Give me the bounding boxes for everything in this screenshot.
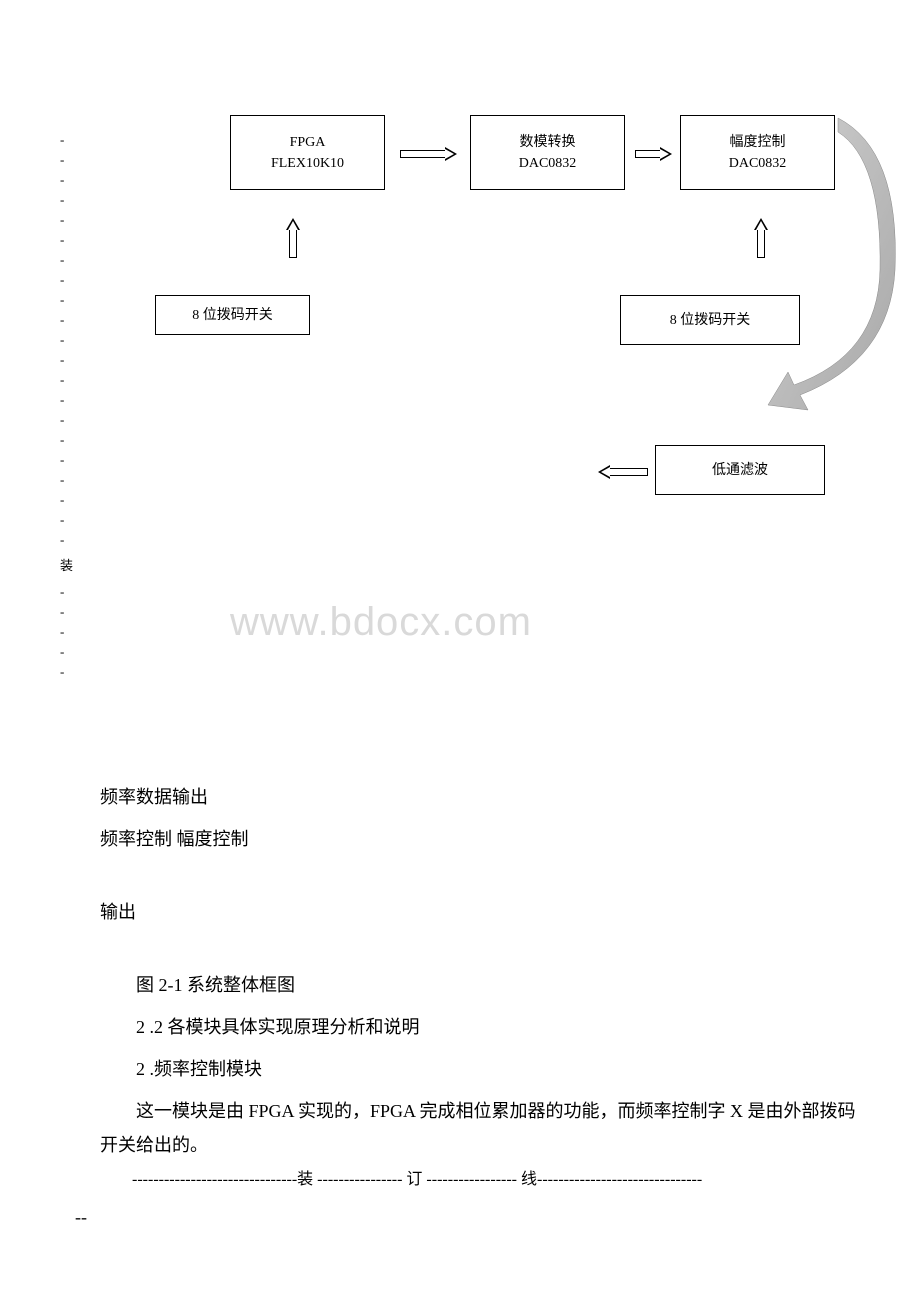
arrow-fpga-to-dac <box>400 147 457 161</box>
para-section-2: 2 .频率控制模块 <box>100 1052 860 1086</box>
box-fpga-line2: FLEX10K10 <box>271 153 344 174</box>
curved-arrow-amp-to-lpf <box>760 110 920 440</box>
box-fpga: FPGA FLEX10K10 <box>230 115 385 190</box>
para-freq-data-output: 频率数据输出 <box>100 780 860 814</box>
arrow-dac-to-amp <box>635 147 672 161</box>
system-block-diagram: FPGA FLEX10K10 数模转换 DAC0832 幅度控制 DAC0832… <box>60 100 880 540</box>
box-switch-left: 8 位拨码开关 <box>155 295 310 335</box>
watermark-text: www.bdocx.com <box>230 600 532 645</box>
para-output: 输出 <box>100 895 860 929</box>
box-dac-line2: DAC0832 <box>519 153 577 174</box>
box-sw1-label: 8 位拨码开关 <box>192 305 273 326</box>
para-module-desc: 这一模块是由 FPGA 实现的，FPGA 完成相位累加器的功能，而频率控制字 X… <box>100 1094 860 1162</box>
para-freq-amp-control: 频率控制 幅度控制 <box>100 822 860 856</box>
para-figure-caption: 图 2-1 系统整体框图 <box>100 968 860 1002</box>
box-lowpass-filter: 低通滤波 <box>655 445 825 495</box>
box-sw2-label: 8 位拨码开关 <box>670 310 751 331</box>
tail-dashes: -- <box>75 1200 835 1234</box>
arrow-lpf-output <box>598 465 648 479</box>
binding-line: -------------------------------装 -------… <box>100 1165 860 1189</box>
box-lpf-label: 低通滤波 <box>712 460 768 481</box>
box-dac-line1: 数模转换 <box>520 132 576 153</box>
para-section-2-2: 2 .2 各模块具体实现原理分析和说明 <box>100 1010 860 1044</box>
box-fpga-line1: FPGA <box>290 132 326 153</box>
arrow-sw1-to-fpga <box>286 218 300 258</box>
box-dac-convert: 数模转换 DAC0832 <box>470 115 625 190</box>
